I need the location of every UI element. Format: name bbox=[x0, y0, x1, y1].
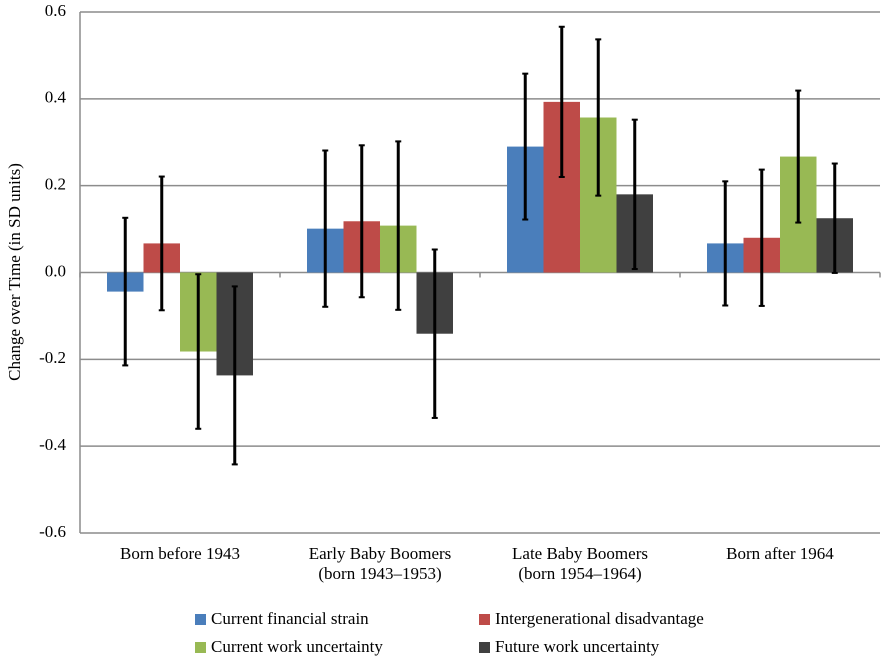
x-tick-label: Early Baby Boomers (born 1943–1953) bbox=[309, 544, 452, 583]
y-tick-label: 0.4 bbox=[45, 88, 67, 107]
y-tick-label: -0.4 bbox=[39, 435, 66, 454]
y-tick-label: -0.2 bbox=[39, 348, 66, 367]
y-tick-label: 0.0 bbox=[45, 261, 66, 280]
x-tick-label: Born before 1943 bbox=[120, 544, 240, 563]
legend-swatch bbox=[195, 614, 206, 625]
legend-label: Intergenerational disadvantage bbox=[495, 609, 704, 628]
y-axis-label: Change over Time (in SD units) bbox=[5, 163, 24, 381]
legend-label: Current work uncertainty bbox=[211, 637, 383, 656]
legend-swatch bbox=[479, 614, 490, 625]
y-tick-label: 0.2 bbox=[45, 175, 66, 194]
y-tick-label: -0.6 bbox=[39, 522, 66, 541]
legend-label: Future work uncertainty bbox=[495, 637, 660, 656]
legend-swatch bbox=[479, 642, 490, 653]
x-tick-label: Late Baby Boomers (born 1954–1964) bbox=[512, 544, 648, 583]
legend-label: Current financial strain bbox=[211, 609, 369, 628]
legend-swatch bbox=[195, 642, 206, 653]
y-tick-label: 0.6 bbox=[45, 1, 66, 20]
x-tick-label: Born after 1964 bbox=[726, 544, 834, 563]
